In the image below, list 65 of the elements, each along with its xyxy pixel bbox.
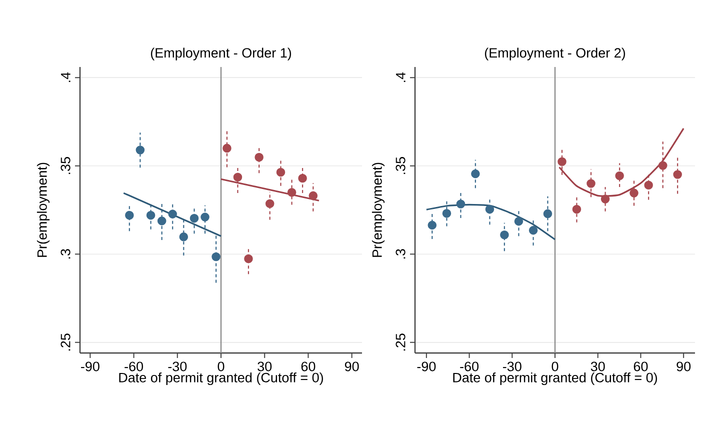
- point: [456, 200, 466, 208]
- point: [572, 204, 582, 214]
- y-tick-label: .3: [396, 249, 406, 259]
- x-tick-label: 0: [552, 362, 558, 372]
- x-tick-label: -60: [124, 362, 144, 372]
- x-tick-label: -30: [502, 362, 522, 372]
- x-tick-label: 30: [258, 362, 272, 372]
- point: [471, 169, 480, 178]
- y-tick-label: .25: [396, 334, 406, 351]
- point: [125, 210, 134, 220]
- point: [276, 168, 286, 177]
- x-tick-label: -90: [81, 362, 100, 372]
- point: [558, 157, 566, 166]
- point: [168, 210, 177, 218]
- point: [428, 220, 437, 230]
- point: [146, 210, 156, 220]
- y-tick-label: .35: [60, 157, 70, 174]
- point: [222, 144, 232, 153]
- point: [287, 188, 296, 197]
- x-tick-label: -60: [460, 362, 479, 372]
- point: [265, 199, 274, 208]
- y-axis-title: Pr(employment): [36, 162, 50, 257]
- point: [179, 232, 188, 242]
- y-tick-label: .4: [396, 72, 406, 82]
- x-tick-label: 60: [301, 362, 316, 372]
- point: [308, 191, 318, 200]
- point: [244, 254, 253, 264]
- x-tick-label: 90: [676, 362, 691, 372]
- point: [485, 204, 494, 214]
- x-axis-title: Date of permit granted (Cutoff = 0): [119, 372, 323, 386]
- point: [630, 188, 638, 198]
- point: [500, 230, 509, 240]
- x-tick-label: 0: [218, 362, 224, 372]
- x-tick-label: 60: [634, 362, 648, 372]
- point: [600, 194, 610, 204]
- point: [528, 226, 538, 235]
- y-tick-label: .25: [60, 334, 70, 351]
- point: [514, 216, 524, 226]
- line-series: [426, 204, 556, 240]
- x-tick-label: 30: [590, 362, 605, 372]
- point: [615, 171, 624, 180]
- point: [233, 172, 242, 182]
- point: [157, 216, 166, 226]
- point: [586, 179, 596, 188]
- point: [442, 208, 452, 218]
- point: [254, 152, 264, 162]
- point: [298, 174, 307, 183]
- point: [200, 212, 210, 222]
- point: [212, 252, 220, 262]
- y-tick-label: .3: [60, 249, 70, 259]
- y-tick-label: .4: [61, 72, 70, 82]
- x-axis-title: Date of permit granted (Cutoff = 0): [453, 372, 657, 386]
- point: [673, 170, 682, 179]
- x-tick-label: 90: [344, 362, 359, 372]
- chart-title: (Employment - Order 1): [150, 48, 292, 60]
- y-tick-label: .35: [396, 157, 406, 174]
- y-axis-title: Pr(employment): [372, 162, 385, 257]
- point: [190, 214, 199, 223]
- point: [543, 209, 552, 218]
- point: [136, 146, 145, 154]
- point: [658, 161, 668, 170]
- chart-title: (Employment - Order 2): [484, 48, 626, 60]
- x-tick-label: -90: [417, 362, 436, 372]
- x-tick-label: -30: [168, 362, 187, 372]
- point: [644, 180, 653, 190]
